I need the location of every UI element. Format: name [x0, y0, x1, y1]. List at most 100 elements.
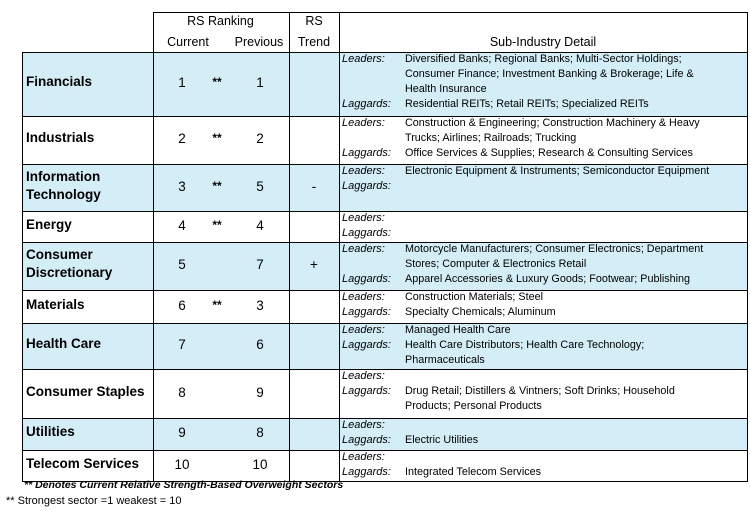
row-divider: [22, 242, 747, 243]
leaders-label: Leaders:: [342, 212, 385, 224]
row-divider: [22, 418, 747, 419]
laggards-label: Laggards:: [342, 434, 391, 446]
leader-industries: Health Insurance: [405, 83, 487, 95]
leaders-label: Leaders:: [342, 117, 385, 129]
current-rank: 1: [178, 75, 186, 90]
laggard-industries: Specialty Chemicals; Aluminum: [405, 306, 556, 318]
leader-industries: Construction & Engineering; Construction…: [405, 117, 700, 129]
leaders-label: Leaders:: [342, 451, 385, 463]
sector-row-bg: [22, 450, 747, 481]
leaders-label: Leaders:: [342, 419, 385, 431]
leader-industries: Electronic Equipment & Instruments; Semi…: [405, 165, 710, 177]
laggards-label: Laggards:: [342, 466, 391, 478]
laggard-industries: Electric Utilities: [405, 434, 479, 446]
current-rank: 3: [178, 178, 186, 194]
previous-rank: 5: [256, 178, 264, 194]
sector-row-bg: [22, 418, 747, 450]
laggards-label: Laggards:: [342, 339, 391, 351]
sector-name: Discretionary: [26, 265, 113, 280]
sector-name: Health Care: [26, 336, 102, 351]
overweight-marker: **: [212, 297, 222, 312]
current-rank: 4: [178, 217, 186, 233]
laggards-label: Laggards:: [342, 180, 391, 192]
sector-row-bg: [22, 211, 747, 242]
rs-trend-header-line2: Trend: [297, 35, 331, 49]
laggard-industries: Health Care Distributors; Health Care Te…: [405, 339, 645, 351]
laggard-industries: Integrated Telecom Services: [405, 466, 542, 478]
row-divider: [22, 52, 747, 53]
sector-name: Telecom Services: [26, 455, 140, 471]
sector-row-bg: [22, 242, 747, 290]
laggard-industries: Products; Personal Products: [405, 400, 542, 412]
overweight-marker: **: [212, 217, 222, 232]
sector-divider: [153, 12, 154, 482]
overweight-marker: **: [212, 131, 222, 145]
right-border: [747, 12, 748, 482]
laggards-label: Laggards:: [342, 273, 391, 285]
laggard-industries: Drug Retail; Distillers & Vintners; Soft…: [405, 385, 675, 397]
sector-row-bg: [22, 52, 747, 116]
laggards-label: Laggards:: [342, 385, 391, 397]
row-divider: [22, 323, 747, 324]
row-divider: [22, 290, 747, 291]
current-rank: 2: [178, 131, 186, 146]
leaders-label: Leaders:: [342, 291, 385, 303]
row-divider: [22, 164, 747, 165]
sector-name: Information: [26, 168, 101, 184]
sector-row-bg: [22, 164, 747, 211]
previous-rank: 9: [256, 384, 264, 400]
laggard-industries: Pharmaceuticals: [405, 354, 485, 366]
previous-rank: 4: [256, 217, 264, 233]
rs-trend-header-line1: RS: [305, 14, 323, 28]
row-divider: [22, 369, 747, 370]
current-rank: 10: [174, 456, 190, 472]
sector-row-bg: [22, 323, 747, 369]
rs-trend: +: [310, 257, 318, 272]
current-rank: 7: [178, 337, 186, 352]
previous-rank: 7: [256, 257, 264, 272]
leaders-label: Leaders:: [342, 370, 385, 382]
laggards-label: Laggards:: [342, 306, 391, 318]
current-rank: 9: [178, 425, 186, 440]
previous-rank: 3: [256, 297, 264, 313]
header-top-border: [153, 12, 748, 13]
leader-industries: Managed Health Care: [405, 324, 511, 336]
row-divider: [22, 211, 747, 212]
sector-name: Technology: [26, 186, 101, 202]
current-rank: 5: [178, 257, 186, 272]
sector-row-bg: [22, 290, 747, 323]
current-header: Current: [167, 35, 209, 49]
footnote-scale: ** Strongest sector =1 weakest = 10: [6, 495, 182, 507]
leader-industries: Consumer Finance; Investment Banking & B…: [405, 68, 694, 80]
current-rank: 6: [178, 297, 186, 313]
sub-industry-header: Sub-Industry Detail: [489, 35, 597, 49]
laggard-industries: Office Services & Supplies; Research & C…: [405, 147, 693, 159]
leader-industries: Diversified Banks; Regional Banks; Multi…: [405, 53, 682, 65]
overweight-marker: **: [212, 178, 222, 193]
previous-rank: 2: [256, 131, 264, 146]
leaders-label: Leaders:: [342, 324, 385, 336]
leader-industries: Trucks; Airlines; Railroads; Trucking: [405, 132, 577, 144]
laggards-label: Laggards:: [342, 147, 391, 159]
sector-name: Financials: [26, 74, 93, 89]
leader-industries: Motorcycle Manufacturers; Consumer Elect…: [405, 243, 704, 255]
sector-name: Industrials: [26, 130, 95, 145]
overweight-marker: **: [212, 75, 222, 89]
rs-ranking-header: RS Ranking: [187, 14, 254, 28]
sector-name: Consumer: [26, 247, 93, 262]
rs-trend: -: [311, 178, 317, 194]
previous-rank: 10: [252, 456, 268, 472]
sector-row-bg: [22, 116, 747, 164]
laggard-industries: Apparel Accessories & Luxury Goods; Foot…: [405, 273, 691, 285]
laggard-industries: Residential REITs; Retail REITs; Special…: [405, 98, 649, 110]
current-rank: 8: [178, 384, 186, 400]
row-divider: [22, 116, 747, 117]
laggards-label: Laggards:: [342, 98, 391, 110]
leaders-label: Leaders:: [342, 243, 385, 255]
leaders-label: Leaders:: [342, 165, 385, 177]
trend-divider: [289, 12, 290, 482]
previous-header: Previous: [234, 35, 284, 49]
sector-name: Materials: [26, 296, 85, 312]
table-bottom-border: [22, 481, 748, 482]
